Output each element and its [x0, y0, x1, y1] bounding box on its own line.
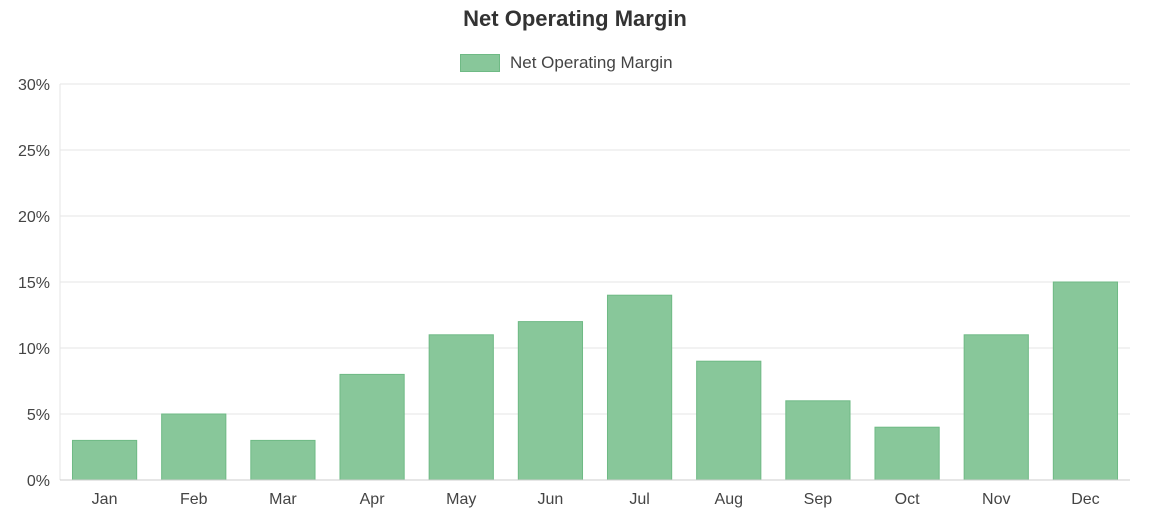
x-tick-label: Dec [1071, 491, 1099, 508]
y-tick-label: 15% [18, 275, 50, 292]
y-tick-label: 10% [18, 341, 50, 358]
x-tick-label: Jun [538, 491, 564, 508]
legend[interactable]: Net Operating Margin [460, 52, 673, 74]
y-tick-label: 25% [18, 143, 50, 160]
x-tick-label: Jul [629, 491, 649, 508]
x-tick-label: Jan [92, 491, 118, 508]
y-tick-label: 0% [27, 473, 50, 490]
chart-title: Net Operating Margin [463, 6, 687, 31]
legend-label: Net Operating Margin [510, 53, 673, 72]
bar-nov [963, 334, 1029, 481]
x-tick-label: Feb [180, 491, 208, 508]
legend-swatch [460, 54, 500, 72]
x-tick-label: Mar [269, 491, 297, 508]
bar-mar [250, 439, 316, 481]
y-tick-label: 30% [18, 77, 50, 94]
bar-oct [874, 426, 940, 481]
x-tick-label: May [446, 491, 476, 508]
bar-jul [606, 294, 673, 481]
x-tick-label: Sep [804, 491, 833, 508]
bar-aug [696, 360, 762, 481]
bar-apr [339, 373, 405, 481]
bar-may [428, 334, 494, 481]
x-tick-label: Apr [360, 491, 386, 508]
y-tick-label: 20% [18, 209, 50, 226]
bar-feb [161, 413, 227, 481]
x-tick-label: Oct [895, 491, 920, 508]
y-tick-label: 5% [27, 407, 50, 424]
bar-jan [71, 439, 138, 481]
x-tick-label: Aug [715, 491, 743, 508]
bar-sep [785, 400, 851, 481]
bar-jun [517, 321, 584, 481]
x-tick-label: Nov [982, 491, 1010, 508]
bar-dec [1052, 281, 1119, 481]
